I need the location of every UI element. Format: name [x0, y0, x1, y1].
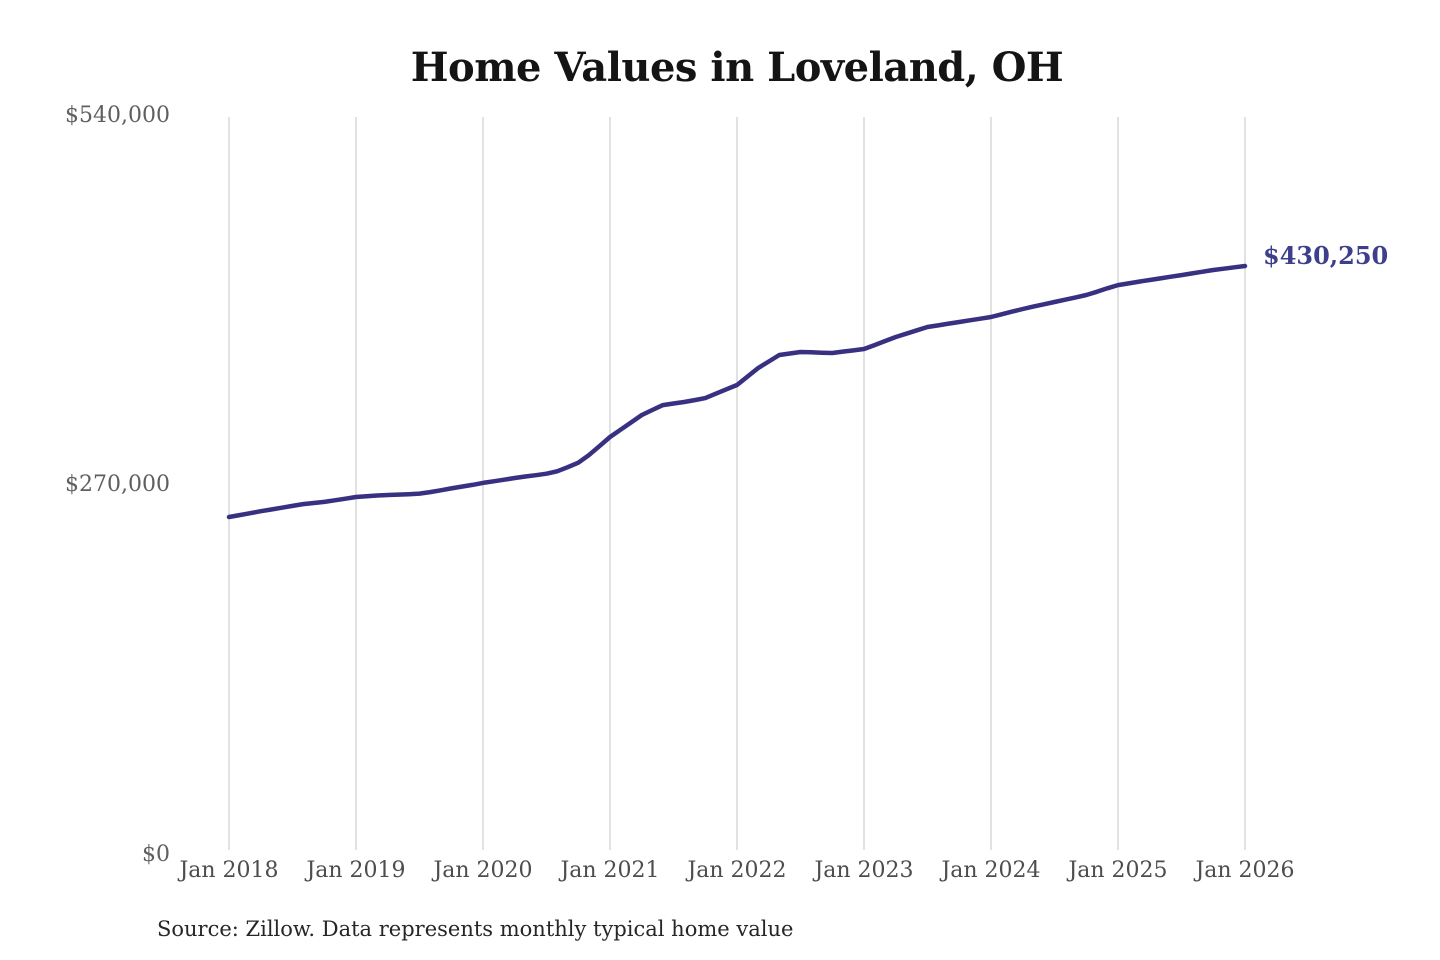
x-tick-label-jan-2021: Jan 2021 — [560, 858, 660, 883]
x-tick-label-jan-2019: Jan 2019 — [306, 858, 406, 883]
chart-title: Home Values in Loveland, OH — [410, 44, 1064, 91]
latest-value-label: $430,250 — [1263, 241, 1389, 270]
x-tick-label-jan-2026: Jan 2026 — [1195, 858, 1295, 883]
source-note: Source: Zillow. Data represents monthly … — [157, 917, 794, 941]
x-tick-label-jan-2023: Jan 2023 — [814, 858, 914, 883]
x-tick-label-jan-2022: Jan 2022 — [687, 858, 787, 883]
y-tick-label-0: $0 — [142, 842, 170, 867]
x-tick-label-jan-2025: Jan 2025 — [1068, 858, 1168, 883]
y-tick-label-270000: $270,000 — [65, 472, 170, 497]
x-tick-label-jan-2024: Jan 2024 — [941, 858, 1041, 883]
y-tick-label-540000: $540,000 — [65, 103, 170, 128]
x-tick-label-jan-2018: Jan 2018 — [179, 858, 279, 883]
x-tick-label-jan-2020: Jan 2020 — [433, 858, 533, 883]
home-value-line — [226, 263, 1248, 520]
